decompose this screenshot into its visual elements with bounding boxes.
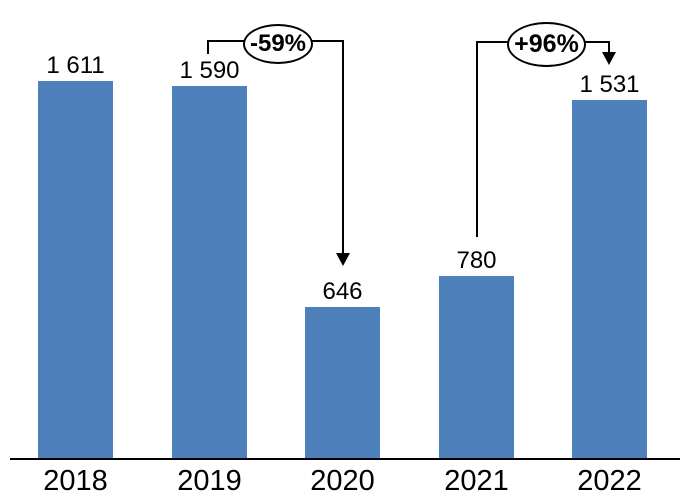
bar — [305, 307, 380, 459]
connector-line — [476, 41, 509, 43]
bar — [172, 86, 247, 459]
pct-change-bubble: -59% — [243, 24, 313, 64]
x-axis-tick-label: 2021 — [444, 465, 509, 497]
connector-line — [580, 41, 610, 43]
connector-line — [207, 40, 245, 42]
x-axis-tick-label: 2018 — [43, 465, 108, 497]
connector-line — [307, 40, 344, 42]
bar-group-2022: 1 531 — [572, 73, 647, 459]
bar-group-2018: 1 611 — [38, 54, 113, 459]
x-axis-tick-label: 2020 — [310, 465, 375, 497]
x-axis-tick-label: 2019 — [177, 465, 242, 497]
bar-group-2020: 646 — [305, 280, 380, 459]
connector-line — [476, 41, 478, 237]
connector-line — [207, 40, 209, 54]
x-axis-line — [10, 458, 680, 460]
pct-change-bubble: +96% — [507, 22, 586, 67]
connector-line — [608, 41, 610, 53]
bar-value-label: 780 — [456, 247, 497, 274]
bar — [38, 81, 113, 459]
bar-value-label: 646 — [322, 278, 363, 305]
bar-value-label: 1 531 — [579, 71, 640, 98]
bar — [572, 100, 647, 459]
bar-group-2019: 1 590 — [172, 59, 247, 459]
bar-group-2021: 780 — [439, 249, 514, 459]
bar — [439, 276, 514, 459]
connector-line — [342, 40, 344, 253]
bar-value-label: 1 590 — [179, 57, 240, 84]
bar-value-label: 1 611 — [46, 52, 105, 79]
x-axis-tick-label: 2022 — [577, 465, 642, 497]
arrow-down-icon — [602, 52, 616, 65]
arrow-down-icon — [336, 253, 350, 266]
